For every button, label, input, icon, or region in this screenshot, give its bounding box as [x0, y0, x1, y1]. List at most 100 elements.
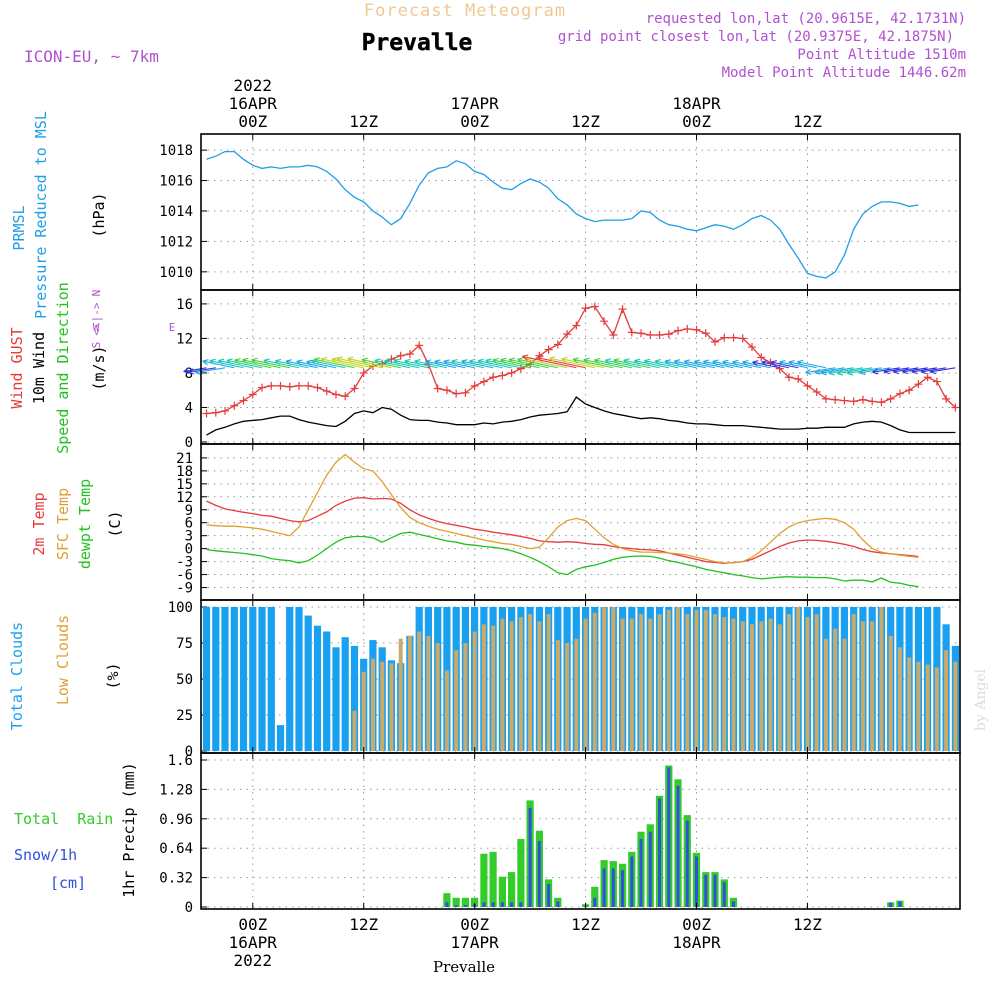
model-label: ICON-EU, ~ 7km — [24, 47, 159, 66]
panel-frame — [200, 133, 961, 291]
wind-arrowhead — [623, 358, 630, 365]
wind-arrow — [275, 360, 309, 369]
bar — [685, 614, 690, 751]
wind-arrowhead — [872, 368, 879, 375]
wind-arrow — [549, 357, 595, 369]
y-tick-label: 1016 — [159, 174, 193, 190]
compass-e: E — [169, 321, 176, 334]
gust-marker — [664, 330, 673, 339]
bottom-axis-line: 00Z — [460, 915, 489, 934]
precip-unit: 1hr Precip (mm) — [120, 762, 138, 897]
bar — [480, 853, 488, 907]
top-axis-label: 18APR 00Z — [672, 94, 721, 131]
bar — [313, 625, 322, 751]
y-tick-label: 1014 — [159, 204, 193, 220]
wind-arrowhead — [911, 367, 918, 375]
y-tick-label: 0 — [185, 744, 193, 760]
wind-arrow — [930, 367, 956, 373]
wind-arrowhead — [226, 358, 233, 365]
y-tick-label: 16 — [176, 297, 193, 313]
gust-marker — [646, 330, 655, 339]
wind-arrowhead — [892, 367, 900, 375]
top-axis-label: 12Z — [571, 112, 600, 131]
wind-arrowhead — [492, 357, 499, 365]
wind-arrowhead — [805, 368, 812, 375]
wind-arrowhead — [761, 360, 768, 367]
bottom-axis-line: 16APR — [229, 933, 278, 952]
bar — [491, 625, 496, 751]
y-tick-label: 8 — [185, 366, 193, 382]
gust-marker — [553, 340, 562, 349]
gust-marker — [211, 408, 220, 417]
compass-s: S — [90, 342, 103, 349]
wind-arrowhead — [673, 359, 681, 366]
gust-marker — [581, 304, 590, 313]
bar — [953, 661, 958, 751]
bottom-axis-label: 00Z 17APR — [451, 915, 500, 952]
bar — [295, 607, 303, 751]
wind-arrowhead — [613, 358, 620, 365]
bar — [704, 874, 708, 907]
wind-arrowhead — [846, 369, 854, 376]
wind-arrow — [805, 367, 836, 374]
bar — [907, 657, 912, 751]
wind-arrowhead — [202, 359, 209, 366]
location-title: Prevalle — [362, 30, 473, 56]
gust-marker — [239, 396, 248, 405]
wind-labels: Wind GUST 10m Wind Speed and Direction (… — [8, 282, 175, 454]
bottom-axis-label: 12Z — [349, 915, 378, 934]
gust-marker — [322, 387, 331, 396]
y-tick-label: 6 — [185, 516, 193, 532]
gust-marker — [313, 383, 322, 392]
bar — [350, 645, 359, 751]
bar — [740, 621, 745, 751]
wind-arrow — [347, 358, 392, 369]
wind-arrowhead — [902, 367, 909, 375]
bar — [934, 667, 939, 751]
wind-arrowhead — [722, 359, 729, 366]
y-tick-label: 0 — [185, 435, 193, 451]
bar — [461, 897, 469, 907]
direction-label: Speed and Direction — [54, 282, 72, 454]
bar — [361, 671, 366, 751]
wind-arrow — [314, 358, 355, 369]
wind-label: 10m Wind — [30, 332, 48, 404]
wind-arrowhead — [393, 358, 400, 365]
wind-arrow — [306, 361, 337, 369]
bar — [676, 785, 680, 907]
bar — [380, 661, 385, 751]
wind-arrow — [361, 359, 401, 369]
bar — [666, 609, 671, 751]
wind-arrow — [594, 359, 632, 369]
top-axis-line: 16APR — [229, 94, 278, 113]
wind-arrowhead — [664, 359, 671, 366]
wind-arrow — [234, 359, 272, 369]
wind-arrowhead — [183, 367, 190, 374]
bar — [602, 607, 607, 751]
pressure-label: Pressure Reduced to MSL — [32, 111, 50, 319]
gust-marker — [683, 324, 692, 333]
bar — [556, 901, 560, 907]
bar — [685, 820, 689, 907]
precip-labels: Total Rain Snow/1h [cm] 1hr Precip (mm) — [14, 762, 138, 897]
wind-arrow — [703, 360, 734, 369]
wind-arrow — [285, 360, 318, 369]
wind-arrowhead — [384, 358, 391, 365]
gust-marker — [396, 351, 405, 360]
top-axis-line: 00Z — [682, 112, 711, 131]
bar — [787, 614, 791, 751]
gust-marker — [701, 329, 710, 338]
bar — [897, 647, 902, 751]
y-tick-label: -9 — [176, 581, 193, 597]
wind-arrowhead — [434, 359, 441, 366]
bar — [592, 612, 597, 751]
bar — [435, 643, 440, 751]
wind-arrowhead — [242, 357, 249, 364]
wind-arrow — [537, 357, 586, 369]
wind-arrowhead — [654, 359, 661, 366]
wind-arrow — [779, 361, 808, 369]
y-tick-label: 25 — [176, 708, 193, 724]
wind-arrowhead — [414, 359, 421, 366]
bar — [239, 607, 248, 751]
bar — [629, 618, 634, 751]
